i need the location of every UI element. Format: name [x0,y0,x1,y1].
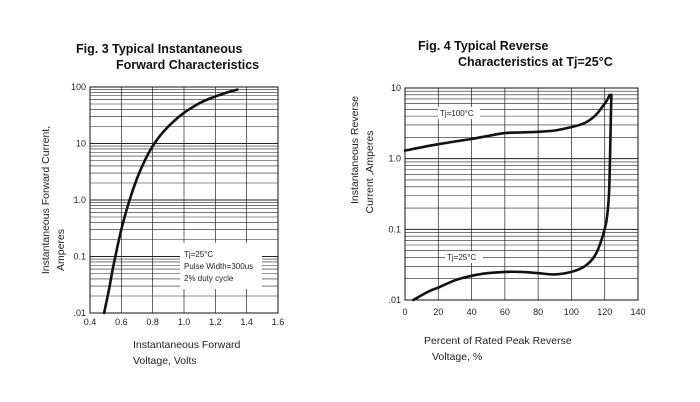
x-tick-label: 80 [533,307,543,317]
x-tick-label: 20 [433,307,443,317]
fig4-label-tj100: Tj=100°C [440,109,474,118]
y-tick-label: 0.1 [73,252,86,262]
fig3-annotation-line2: Pulse Width=300us [184,262,253,271]
fig4-xlabel-line1: Percent of Rated Peak Reverse [424,335,572,347]
fig4-title-line2: Characteristics at Tj=25°C [458,55,613,69]
fig4-y-tick-labels: .01 0.1 1.0 10 [388,83,401,305]
fig3-plot-frame [89,86,279,314]
x-tick-label: 40 [467,307,477,317]
fig3-series [102,88,239,315]
x-tick-label: 1.0 [178,317,191,327]
x-tick-label: 1.4 [240,317,253,327]
fig4-grid [404,88,639,301]
y-tick-label: .01 [73,308,86,318]
fig3-title-line2: Forward Characteristics [116,58,259,72]
fig4-series-label-tj25: Tj=25°C [445,251,483,263]
fig4-label-tj25: Tj=25°C [447,253,476,262]
fig4-series [403,93,613,302]
fig3-annotation-line3: 2% duty cycle [184,274,234,283]
fig3-ylabel-line2: Amperes [55,229,67,271]
fig4-title-line1: Fig. 4 Typical Reverse [418,39,548,53]
x-tick-label: 0.8 [146,317,159,327]
y-tick-label: .01 [388,295,401,305]
fig4-plot-frame [404,87,639,301]
y-tick-label: 10 [391,83,401,93]
y-tick-label: 10 [76,139,86,149]
fig4-chart: Fig. 4 Typical Reverse Characteristics a… [349,39,646,363]
fig4-xlabel-line2: Voltage, % [432,351,482,363]
x-tick-label: 120 [597,307,612,317]
series-line-1-1 [412,93,613,302]
fig4-ylabel-line2: Current ,Amperes [364,131,376,214]
fig3-x-tick-labels: 0.4 0.6 0.8 1.0 1.2 1.4 1.6 [84,317,285,327]
x-tick-label: 60 [500,307,510,317]
x-tick-label: 0 [402,307,407,317]
x-tick-label: 0.6 [115,317,128,327]
fig3-title-line1: Fig. 3 Typical Instantaneous [76,42,243,56]
y-tick-label: 1.0 [388,154,401,164]
fig3-y-tick-labels: .01 0.1 1.0 10 100 [71,82,86,318]
fig3-xlabel-line2: Voltage, Volts [133,355,197,367]
fig3-xlabel-line1: Instantaneous Forward [133,339,241,351]
fig3-ylabel-line1: Instantaneous Forward Current, [40,126,52,274]
y-tick-label: 1.0 [73,195,86,205]
x-tick-label: 140 [630,307,645,317]
x-tick-label: 1.2 [209,317,222,327]
series-line-1-0 [403,93,611,152]
fig3-chart: Fig. 3 Typical Instantaneous Forward Cha… [40,42,284,367]
x-tick-label: 100 [564,307,579,317]
y-tick-label: 0.1 [388,224,401,234]
fig3-annotation-box: Tj=25°C Pulse Width=300us 2% duty cycle [180,243,262,289]
fig4-x-tick-labels: 0 20 40 60 80 100 120 140 [402,307,645,317]
fig3-annotation-line1: Tj=25°C [184,250,213,259]
fig4-series-label-tj100: Tj=100°C [438,107,480,119]
y-tick-label: 100 [71,82,86,92]
x-tick-label: 0.4 [84,317,97,327]
x-tick-label: 1.6 [272,317,285,327]
fig4-ylabel-line1: Instantaneous Reverse [349,96,361,204]
series-line-0-0 [102,88,239,315]
